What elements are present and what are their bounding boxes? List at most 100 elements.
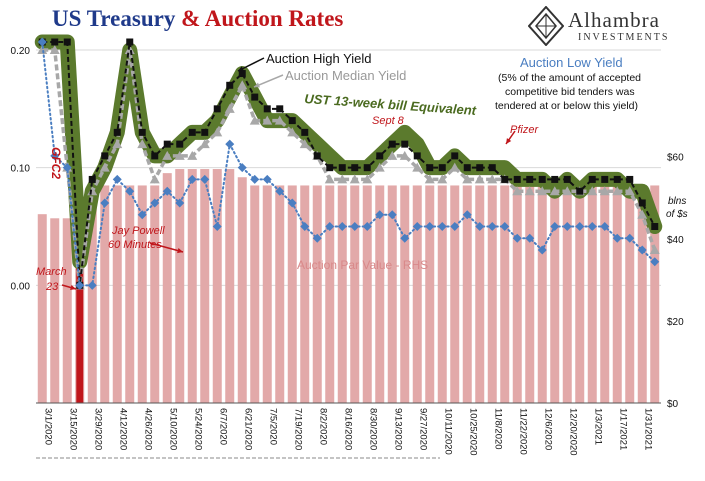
low-yield-note-1: (5% of the amount of accepted (498, 72, 642, 84)
low-yield-point (187, 174, 197, 184)
par-value-bar (37, 214, 47, 403)
high-yield-point (151, 152, 159, 160)
high-yield-point (113, 128, 121, 136)
median-yield-point (374, 162, 385, 172)
high-yield-point (176, 140, 184, 148)
par-value-bar (337, 185, 347, 403)
alhambra-logo: Alhambra INVESTMENTS (528, 6, 698, 46)
high-yield-point (276, 105, 284, 113)
median-yield-point (162, 150, 173, 160)
par-value-bar (87, 193, 97, 403)
median-yield-point (624, 186, 635, 196)
axes: 0.00 0.10 0.20 $0 $20 $40 $60 3/1/2020 3/15/2020… (11, 46, 684, 459)
low-yield-point (412, 222, 422, 231)
median-yield-point (49, 45, 60, 54)
median-yield-point (537, 186, 548, 196)
par-value-bar (175, 169, 185, 403)
x-tick-label: 4/12/2020 (117, 408, 128, 450)
x-tick-label: 10/25/2020 (467, 408, 478, 456)
title-part-2: & Auction Rates (181, 6, 344, 31)
low-yield-point (550, 222, 560, 231)
low-yield-point (612, 233, 622, 243)
x-tick-label: 12/20/2020 (567, 408, 578, 456)
par-value-bar (537, 185, 547, 403)
par-value-bar (512, 185, 522, 403)
median-yield-point (287, 127, 298, 137)
y-right-tick-label: $40 (667, 235, 684, 246)
high-yield-series (38, 38, 659, 289)
high-yield-point (651, 223, 659, 230)
x-tick-label: 8/2/2020 (317, 408, 328, 445)
median-yield-point (224, 103, 235, 113)
high-yield-point (588, 175, 596, 183)
x-tick-label: 5/10/2020 (167, 408, 178, 450)
par-value-bar (137, 185, 147, 403)
median-yield-point (112, 139, 123, 149)
par-value-bar (300, 185, 310, 403)
high-yield-point (601, 175, 609, 183)
par-value-bar (325, 185, 335, 403)
high-yield-point (63, 38, 71, 46)
par-value-bar (575, 185, 585, 403)
x-tick-label: 5/24/2020 (192, 408, 203, 450)
march-label-1: March (36, 266, 67, 278)
par-value-bar (287, 185, 297, 403)
high-yield-point (351, 164, 359, 172)
low-yield-point (337, 222, 347, 231)
x-tick-label: 8/16/2020 (342, 408, 353, 450)
y-right-tick-label: $60 (667, 153, 684, 164)
par-value-bar (600, 185, 610, 403)
low-yield-point (100, 198, 110, 208)
x-tick-label: 11/8/2020 (492, 408, 503, 450)
low-yield-point (650, 257, 660, 267)
y-right-tick-label: $20 (667, 317, 684, 328)
par-value-bar (425, 185, 435, 403)
par-value-bar (612, 185, 622, 403)
high-yield-point (301, 128, 309, 136)
par-value-bar (250, 185, 260, 403)
median-yield-point (299, 139, 310, 149)
high-yield-point (551, 175, 559, 183)
x-tick-label: 11/22/2020 (517, 408, 528, 455)
logo-sub: INVESTMENTS (578, 32, 670, 43)
y-left-tick-label: 0.00 (11, 281, 31, 292)
powell-arrow-head (177, 248, 183, 254)
x-tick-label: 12/6/2020 (542, 408, 553, 450)
median-yield-point (524, 186, 535, 196)
high-yield-point (101, 152, 109, 160)
high-yield-label: Auction High Yield (266, 51, 372, 66)
par-value-bars (37, 169, 660, 403)
low-yield-point (87, 280, 97, 290)
low-yield-point (75, 280, 85, 290)
par-value-bar (450, 185, 460, 403)
low-yield-point (387, 210, 397, 220)
low-yield-point (275, 186, 285, 196)
high-yield-point (426, 164, 434, 172)
median-yield-point (512, 186, 523, 196)
par-value-bar (350, 185, 360, 403)
high-yield-point (188, 128, 196, 136)
sept8-label: Sept 8 (372, 115, 404, 127)
high-yield-point (488, 164, 496, 172)
par-value-bar (187, 169, 197, 403)
par-value-bar (550, 185, 560, 403)
median-yield-point (449, 162, 460, 172)
high-yield-point (613, 175, 621, 183)
median-yield-arrow-head (254, 82, 260, 88)
low-yield-point (587, 222, 597, 231)
gfc2-label: GFC2 (49, 147, 63, 180)
par-value-bar (412, 185, 422, 403)
par-value-bar (375, 185, 385, 403)
par-value-bar (150, 185, 160, 403)
high-yield-point (163, 140, 171, 148)
par-value-bar (462, 185, 472, 403)
median-yield-point (612, 186, 623, 196)
low-yield-point (625, 233, 635, 243)
high-yield-point (251, 93, 259, 101)
par-value-bar (262, 185, 272, 403)
high-yield-point (438, 164, 446, 172)
high-yield-point (626, 175, 634, 183)
low-yield-point (325, 222, 335, 231)
median-yield-point (474, 174, 485, 184)
median-yield-point (249, 115, 260, 125)
